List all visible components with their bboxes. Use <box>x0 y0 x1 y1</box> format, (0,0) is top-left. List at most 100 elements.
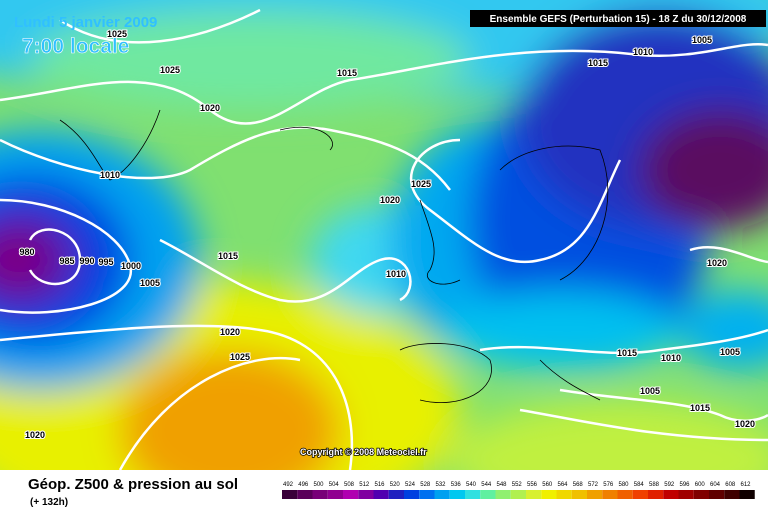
colorbar-label: 504 <box>329 482 340 488</box>
colorbar-swatch <box>709 490 725 499</box>
colorbar-swatch <box>739 490 755 499</box>
isobar-label: 1005 <box>692 35 712 45</box>
colorbar-swatch <box>678 490 694 499</box>
isobar-lines <box>0 8 768 470</box>
model-info: Ensemble GEFS (Perturbation 15) - 18 Z d… <box>490 14 747 25</box>
isobar-label: 1015 <box>690 403 710 413</box>
colorbar-label: 560 <box>542 482 553 488</box>
colorbar-swatch <box>648 490 664 499</box>
local-time: 7:00 locale <box>22 35 129 58</box>
colorbar-label: 600 <box>695 482 706 488</box>
isobar-label: 1000 <box>121 261 141 271</box>
isobar-label: 1010 <box>661 353 681 363</box>
isobar-label: 1015 <box>588 58 608 68</box>
isobar-label: 1015 <box>617 348 637 358</box>
colorbar-swatch <box>724 490 740 499</box>
colorbar-label: 552 <box>512 482 523 488</box>
colorbar-label: 528 <box>420 482 431 488</box>
colorbar-swatch <box>327 490 343 499</box>
colorbar-swatch <box>312 490 328 499</box>
colorbar-label: 536 <box>451 482 462 488</box>
model-box <box>470 10 766 27</box>
coastlines <box>59 109 609 403</box>
isobar-label: 1015 <box>218 251 238 261</box>
colorbar-label: 496 <box>298 482 309 488</box>
colorbar-swatch <box>510 490 526 499</box>
isobar-label: 1010 <box>100 170 120 180</box>
isobar-label: 1010 <box>633 47 653 57</box>
colorbar-label: 596 <box>680 482 691 488</box>
colorbar-label: 604 <box>710 482 721 488</box>
colorbar-swatch <box>526 490 542 499</box>
colorbar-label: 576 <box>603 482 614 488</box>
colorbar-swatch <box>495 490 511 499</box>
isobar-label: 1020 <box>200 103 220 113</box>
colorbar-label: 532 <box>436 482 447 488</box>
colorbar-swatch <box>434 490 450 499</box>
colorbar-swatch <box>663 490 679 499</box>
isobar-label: 1020 <box>380 195 400 205</box>
colorbar-label: 544 <box>481 482 492 488</box>
colorbar-swatch <box>297 490 313 499</box>
isobar-label: 1005 <box>640 386 660 396</box>
isobar-label: 1025 <box>160 65 180 75</box>
isobar-label: 980 <box>19 247 34 257</box>
colorbar-swatch <box>388 490 404 499</box>
colorbar-label: 568 <box>573 482 584 488</box>
colorbar-swatch <box>465 490 481 499</box>
colorbar-swatch <box>449 490 465 499</box>
isobar-label: 1025 <box>230 352 250 362</box>
colorbar: 492 496 500 504 508 512 516 520 524 528 532 536 540 5… <box>282 482 755 499</box>
isobar-label: 1020 <box>707 258 727 268</box>
isobar-label: 995 <box>98 257 113 267</box>
copyright: Copyright © 2008 Meteociel.fr <box>300 447 427 457</box>
colorbar-swatch <box>282 490 298 499</box>
footer-title: Géop. Z500 & pression au sol <box>28 476 238 493</box>
colorbar-label: 572 <box>588 482 599 488</box>
colorbar-swatch <box>617 490 633 499</box>
colorbar-label: 524 <box>405 482 416 488</box>
isobar-label: 1015 <box>337 68 357 78</box>
colorbar-label: 592 <box>664 482 675 488</box>
isobar-label: 990 <box>79 256 94 266</box>
colorbar-label: 564 <box>558 482 569 488</box>
colorbar-label: 608 <box>725 482 736 488</box>
colorbar-label: 556 <box>527 482 538 488</box>
isobar-label: 1025 <box>107 29 127 39</box>
colorbar-label: 548 <box>497 482 508 488</box>
colorbar-swatch <box>571 490 587 499</box>
isobar-label: 1005 <box>140 278 160 288</box>
colorbar-swatch <box>480 490 496 499</box>
colorbar-swatch <box>556 490 572 499</box>
isobar-label: 1025 <box>411 179 431 189</box>
colorbar-swatch <box>602 490 618 499</box>
colorbar-swatch <box>343 490 359 499</box>
colorbar-swatch <box>373 490 389 499</box>
colorbar-label: 492 <box>283 482 294 488</box>
colorbar-label: 588 <box>649 482 660 488</box>
colorbar-label: 520 <box>390 482 401 488</box>
colorbar-swatch <box>632 490 648 499</box>
isobar-label: 1010 <box>386 269 406 279</box>
colorbar-swatch <box>404 490 420 499</box>
colorbar-label: 612 <box>741 482 752 488</box>
colorbar-swatch <box>693 490 709 499</box>
footer-lead: (+ 132h) <box>30 497 68 508</box>
colorbar-label: 512 <box>359 482 370 488</box>
colorbar-label: 500 <box>314 482 325 488</box>
colorbar-swatch <box>541 490 557 499</box>
colorbar-label: 508 <box>344 482 355 488</box>
isobar-label: 985 <box>59 256 74 266</box>
isobar-label: 1020 <box>25 430 45 440</box>
colorbar-swatch <box>358 490 374 499</box>
isobar-label: 1020 <box>220 327 240 337</box>
date: Lundi 5 janvier 2009 <box>14 14 157 31</box>
isobar-label: 1005 <box>720 347 740 357</box>
colorbar-label: 580 <box>619 482 630 488</box>
colorbar-label: 516 <box>375 482 386 488</box>
colorbar-swatch <box>419 490 435 499</box>
isobar-labels: 1025 1025 1015 1010 1005 1015 1020 1010 1025 1020… <box>18 28 756 441</box>
colorbar-swatch <box>587 490 603 499</box>
